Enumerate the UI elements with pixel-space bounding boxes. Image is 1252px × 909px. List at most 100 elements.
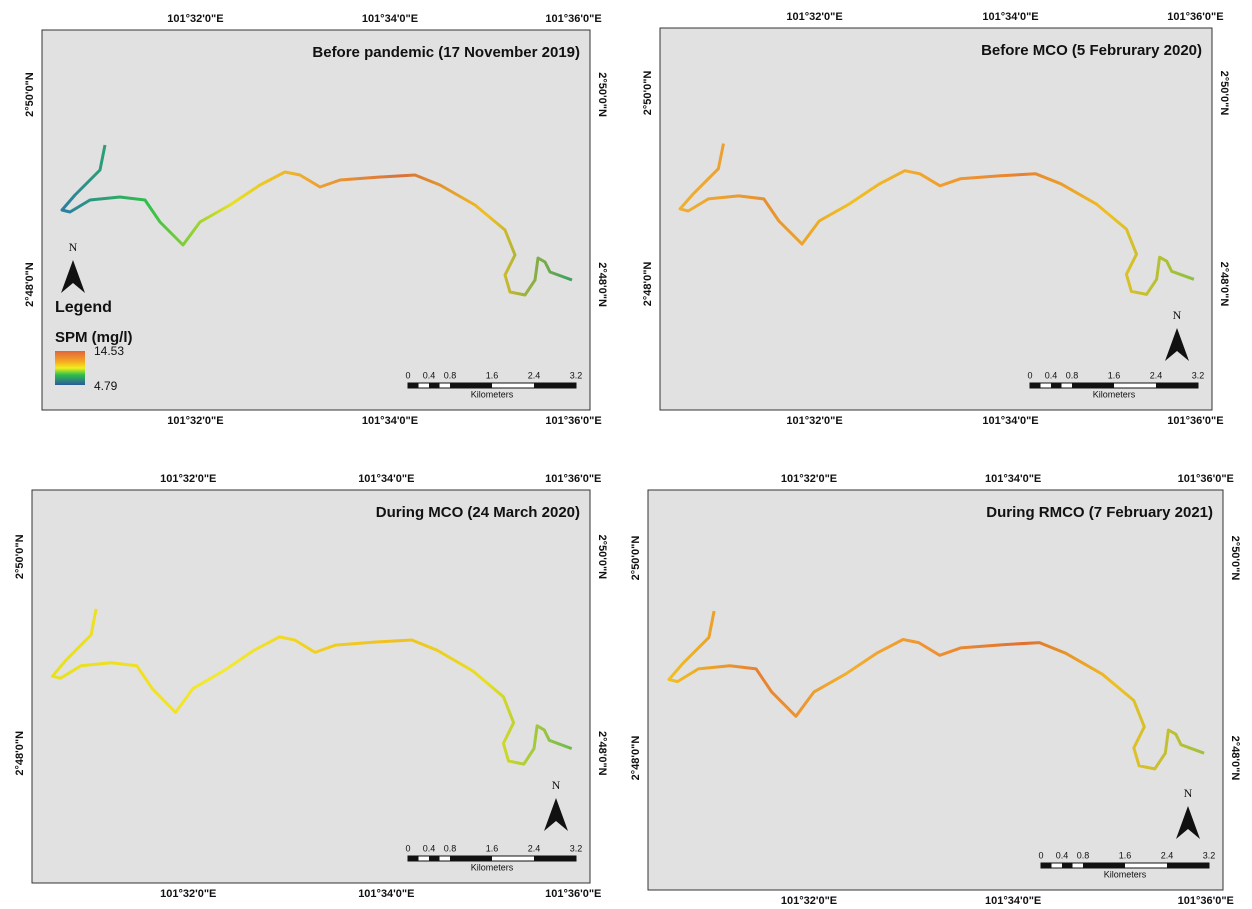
scale-label: 1.6 [486,370,499,380]
scale-bar-segment [429,856,440,861]
figure: Before pandemic (17 November 2019) 101°32… [0,0,1252,909]
latitude-label: 2°48'0"N [24,262,36,307]
legend-ramp [55,351,85,385]
scale-label: 0 [1038,850,1043,860]
longitude-label: 101°34'0"E [358,473,414,485]
scale-bar-segment [429,383,440,388]
scale-bar-segment [1083,863,1125,868]
scale-label: 3.2 [1192,370,1205,380]
legend-max: 14.53 [94,344,124,358]
scale-label: 3.2 [570,843,583,853]
scale-label: 0.8 [1066,370,1079,380]
map-frame [42,30,590,410]
scale-label: 0.4 [1056,850,1069,860]
longitude-label: 101°34'0"E [362,415,418,427]
north-label: N [1173,308,1182,322]
latitude-label: 2°48'0"N [1218,262,1230,307]
latitude-label: 2°50'0"N [630,536,642,581]
longitude-label: 101°32'0"E [167,13,223,25]
legend-min: 4.79 [94,379,118,393]
latitude-label: 2°48'0"N [1229,736,1241,781]
latitude-label: 2°50'0"N [24,72,36,117]
latitude-label: 2°50'0"N [642,71,654,116]
longitude-label: 101°36'0"E [1178,895,1234,907]
scale-unit: Kilometers [471,389,514,399]
scale-label: 0.8 [444,370,457,380]
scale-bar-segment [534,856,576,861]
longitude-label: 101°36'0"E [545,415,601,427]
latitude-label: 2°48'0"N [596,262,608,307]
map-panel: Before MCO (5 Februrary 2020) 101°32'0"E 1… [642,11,1230,427]
north-label: N [552,778,561,792]
longitude-label: 101°34'0"E [982,11,1038,23]
latitude-label: 2°50'0"N [1229,536,1241,581]
longitude-label: 101°36'0"E [545,13,601,25]
scale-label: 2.4 [1161,850,1174,860]
scale-label: 2.4 [528,370,541,380]
longitude-label: 101°34'0"E [362,13,418,25]
scale-unit: Kilometers [1104,869,1147,879]
longitude-label: 101°32'0"E [160,888,216,900]
longitude-label: 101°32'0"E [781,895,837,907]
scale-label: 0.8 [1077,850,1090,860]
latitude-label: 2°50'0"N [596,72,608,117]
scale-bar-segment [534,383,576,388]
latitude-label: 2°48'0"N [596,731,608,776]
scale-label: 1.6 [1108,370,1121,380]
scale-label: 0 [1027,370,1032,380]
longitude-label: 101°36'0"E [1167,11,1223,23]
scale-label: 0 [405,370,410,380]
map-frame [660,28,1212,410]
scale-bar-segment [1156,383,1198,388]
scale-label: 0.4 [1045,370,1058,380]
scale-label: 0 [405,843,410,853]
longitude-label: 101°32'0"E [786,11,842,23]
latitude-label: 2°48'0"N [630,736,642,781]
longitude-label: 101°36'0"E [1167,415,1223,427]
longitude-label: 101°36'0"E [545,473,601,485]
map-title: Before pandemic (17 November 2019) [312,44,580,61]
longitude-label: 101°32'0"E [167,415,223,427]
scale-bar-segment [450,383,492,388]
map-panel: Before pandemic (17 November 2019) 101°32… [24,13,608,427]
longitude-label: 101°34'0"E [985,895,1041,907]
scale-bar-segment [408,383,419,388]
scale-bar-segment [450,856,492,861]
latitude-label: 2°50'0"N [1218,71,1230,116]
longitude-label: 101°32'0"E [781,473,837,485]
scale-label: 2.4 [1150,370,1163,380]
longitude-label: 101°34'0"E [982,415,1038,427]
latitude-label: 2°48'0"N [642,262,654,307]
scale-bar-segment [1062,863,1073,868]
north-label: N [69,240,78,254]
longitude-label: 101°32'0"E [160,473,216,485]
scale-label: 0.8 [444,843,457,853]
scale-unit: Kilometers [1093,389,1136,399]
map-title: During MCO (24 March 2020) [376,504,580,521]
scale-unit: Kilometers [471,862,514,872]
scale-bar-segment [1072,383,1114,388]
longitude-label: 101°32'0"E [786,415,842,427]
map-title: During RMCO (7 February 2021) [986,504,1213,521]
scale-bar-segment [1030,383,1041,388]
scale-label: 0.4 [423,843,436,853]
scale-label: 0.4 [423,370,436,380]
map-title: Before MCO (5 Februrary 2020) [981,42,1202,59]
latitude-label: 2°50'0"N [14,534,26,579]
scale-bar-segment [1167,863,1209,868]
scale-bar-segment [1051,383,1062,388]
legend-title: Legend [55,299,112,316]
latitude-label: 2°48'0"N [14,731,26,776]
map-panel: During RMCO (7 February 2021) 101°32'0"E 1… [630,473,1241,907]
north-label: N [1184,786,1193,800]
scale-label: 2.4 [528,843,541,853]
scale-label: 1.6 [1119,850,1132,860]
longitude-label: 101°36'0"E [1178,473,1234,485]
longitude-label: 101°36'0"E [545,888,601,900]
map-frame [648,490,1223,890]
scale-label: 3.2 [1203,850,1216,860]
map-panel: During MCO (24 March 2020) 101°32'0"E 101°… [14,473,608,900]
scale-bar-segment [408,856,419,861]
longitude-label: 101°34'0"E [358,888,414,900]
scale-bar-segment [1041,863,1052,868]
